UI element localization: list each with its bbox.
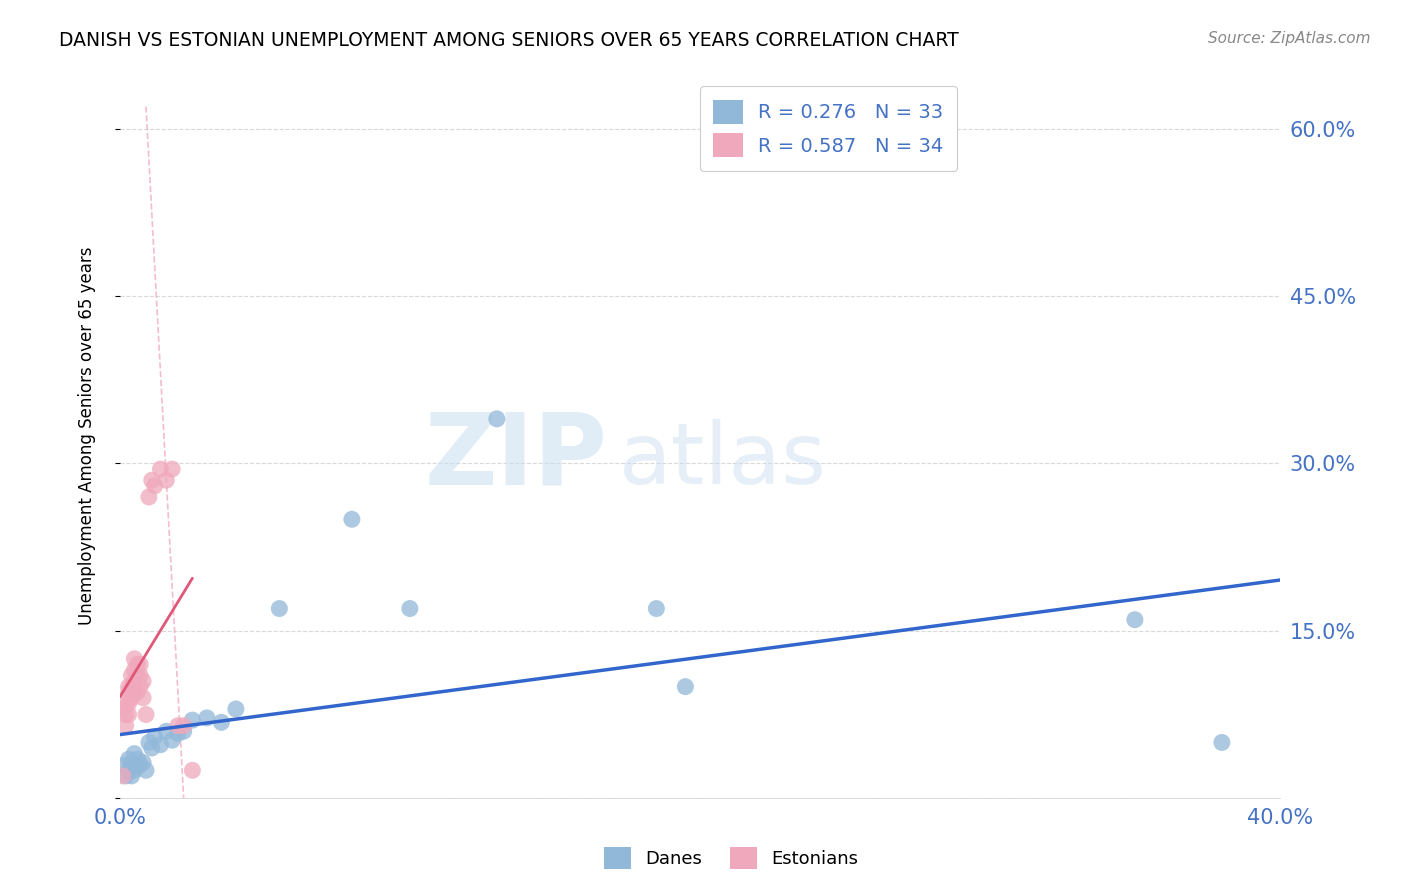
- Point: [121, 769, 143, 783]
- Point: [143, 479, 166, 493]
- Point: [149, 462, 172, 476]
- Text: ZIP: ZIP: [425, 409, 607, 506]
- Point: [209, 715, 232, 730]
- Point: [127, 760, 149, 774]
- Point: [111, 769, 134, 783]
- Point: [181, 764, 204, 778]
- Point: [195, 711, 218, 725]
- Point: [121, 757, 143, 772]
- Point: [173, 724, 195, 739]
- Point: [181, 713, 204, 727]
- Point: [114, 707, 136, 722]
- Point: [111, 702, 134, 716]
- Point: [127, 752, 149, 766]
- Point: [129, 757, 152, 772]
- Point: [141, 473, 163, 487]
- Point: [399, 601, 422, 615]
- Point: [132, 674, 155, 689]
- Point: [135, 764, 157, 778]
- Point: [160, 462, 183, 476]
- Point: [129, 668, 152, 682]
- Point: [127, 685, 149, 699]
- Point: [114, 769, 136, 783]
- Point: [114, 757, 136, 772]
- Point: [114, 697, 136, 711]
- Point: [124, 674, 146, 689]
- Point: [167, 719, 190, 733]
- Point: [124, 663, 146, 677]
- Point: [117, 764, 139, 778]
- Point: [143, 730, 166, 744]
- Point: [269, 601, 291, 615]
- Point: [167, 726, 190, 740]
- Point: [124, 652, 146, 666]
- Point: [645, 601, 668, 615]
- Point: [117, 685, 139, 699]
- Point: [155, 724, 177, 739]
- Point: [121, 690, 143, 705]
- Legend: Danes, Estonians: Danes, Estonians: [598, 839, 865, 876]
- Point: [132, 690, 155, 705]
- Point: [117, 707, 139, 722]
- Point: [127, 657, 149, 672]
- Point: [485, 412, 508, 426]
- Point: [114, 719, 136, 733]
- Point: [673, 680, 696, 694]
- Point: [141, 741, 163, 756]
- Point: [117, 697, 139, 711]
- Point: [173, 719, 195, 733]
- Legend: R = 0.276   N = 33, R = 0.587   N = 34: R = 0.276 N = 33, R = 0.587 N = 34: [700, 87, 957, 170]
- Point: [149, 738, 172, 752]
- Point: [121, 680, 143, 694]
- Point: [124, 685, 146, 699]
- Text: DANISH VS ESTONIAN UNEMPLOYMENT AMONG SENIORS OVER 65 YEARS CORRELATION CHART: DANISH VS ESTONIAN UNEMPLOYMENT AMONG SE…: [59, 31, 959, 50]
- Point: [132, 756, 155, 770]
- Point: [340, 512, 363, 526]
- Point: [1211, 735, 1233, 749]
- Point: [121, 668, 143, 682]
- Point: [124, 764, 146, 778]
- Point: [155, 473, 177, 487]
- Point: [129, 680, 152, 694]
- Point: [138, 735, 160, 749]
- Point: [138, 490, 160, 504]
- Point: [160, 733, 183, 747]
- Point: [127, 668, 149, 682]
- Text: Source: ZipAtlas.com: Source: ZipAtlas.com: [1208, 31, 1371, 46]
- Point: [124, 747, 146, 761]
- Point: [225, 702, 247, 716]
- Y-axis label: Unemployment Among Seniors over 65 years: Unemployment Among Seniors over 65 years: [79, 246, 96, 625]
- Point: [129, 657, 152, 672]
- Text: atlas: atlas: [619, 419, 827, 502]
- Point: [135, 707, 157, 722]
- Point: [117, 752, 139, 766]
- Point: [1123, 613, 1146, 627]
- Point: [117, 680, 139, 694]
